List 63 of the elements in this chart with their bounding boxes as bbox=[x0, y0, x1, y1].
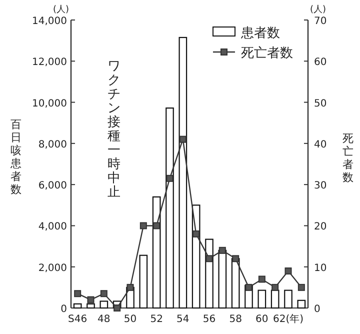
y2-tick-label: 20 bbox=[314, 222, 327, 233]
y-tick-label: 8,000 bbox=[38, 139, 67, 150]
point bbox=[206, 255, 213, 262]
y-tick-label: 2,000 bbox=[38, 262, 67, 274]
text: (人) bbox=[52, 4, 70, 15]
y-tick-label: 10,000 bbox=[32, 98, 67, 110]
y-tick-label: 6,000 bbox=[38, 180, 67, 192]
point bbox=[272, 284, 279, 291]
point bbox=[284, 267, 292, 274]
bar bbox=[100, 300, 108, 309]
bar bbox=[218, 250, 227, 309]
legend-label: 死亡者数 bbox=[241, 45, 293, 61]
y-tick-label: 12,000 bbox=[32, 57, 67, 68]
point bbox=[114, 304, 121, 312]
point bbox=[126, 284, 134, 291]
point bbox=[74, 290, 82, 298]
bar bbox=[166, 107, 174, 309]
bar bbox=[258, 290, 266, 309]
y2-tick-label: 50 bbox=[314, 98, 327, 110]
legend-label: 患者数 bbox=[240, 26, 280, 41]
bar bbox=[152, 196, 161, 309]
bar bbox=[284, 290, 292, 309]
x-tick-label: 50 bbox=[124, 314, 137, 325]
x-tick-label: 60 bbox=[256, 314, 268, 325]
point bbox=[298, 284, 305, 291]
x-tick-label: 58 bbox=[229, 314, 242, 325]
x-tick-label: 54 bbox=[176, 314, 190, 325]
y2-tick-label: 40 bbox=[314, 139, 327, 150]
x-tick-label: 52 bbox=[150, 314, 163, 325]
point bbox=[192, 230, 200, 238]
x-tick-label: 56 bbox=[202, 314, 216, 325]
bar bbox=[178, 36, 188, 309]
x-tick-label: S46 bbox=[68, 314, 88, 325]
y2-tick-label: 70 bbox=[314, 16, 327, 27]
text: (人) bbox=[310, 4, 326, 15]
y2-tick-label: 10 bbox=[314, 262, 327, 274]
y2-tick-label: 60 bbox=[314, 57, 327, 68]
y2-tick-label: 30 bbox=[314, 180, 327, 192]
y-tick-label: 4,000 bbox=[38, 222, 67, 233]
bar bbox=[86, 303, 95, 309]
y-axis-title: 百日咳患者数 bbox=[10, 118, 22, 196]
y-tick-label: 14,000 bbox=[32, 16, 67, 27]
point bbox=[218, 246, 226, 254]
text: ワクチン接種一時中止 bbox=[108, 59, 120, 200]
point bbox=[100, 290, 108, 298]
bar bbox=[231, 258, 240, 309]
point bbox=[87, 296, 94, 304]
point bbox=[140, 222, 147, 230]
bar bbox=[139, 254, 148, 309]
point bbox=[232, 255, 240, 262]
point bbox=[179, 136, 186, 143]
point bbox=[258, 276, 266, 283]
point bbox=[245, 284, 252, 291]
bar bbox=[270, 290, 280, 309]
y-tick-label: 0 bbox=[60, 304, 67, 315]
point bbox=[153, 222, 160, 230]
y2-axis-title: 死亡者数 bbox=[342, 132, 354, 184]
x-tick-label: 62(年) bbox=[272, 313, 304, 325]
bar bbox=[297, 300, 306, 309]
bar bbox=[73, 303, 82, 309]
x-tick-label: 48 bbox=[98, 314, 110, 325]
point bbox=[166, 174, 174, 182]
y2-tick-label: 0 bbox=[314, 304, 320, 315]
